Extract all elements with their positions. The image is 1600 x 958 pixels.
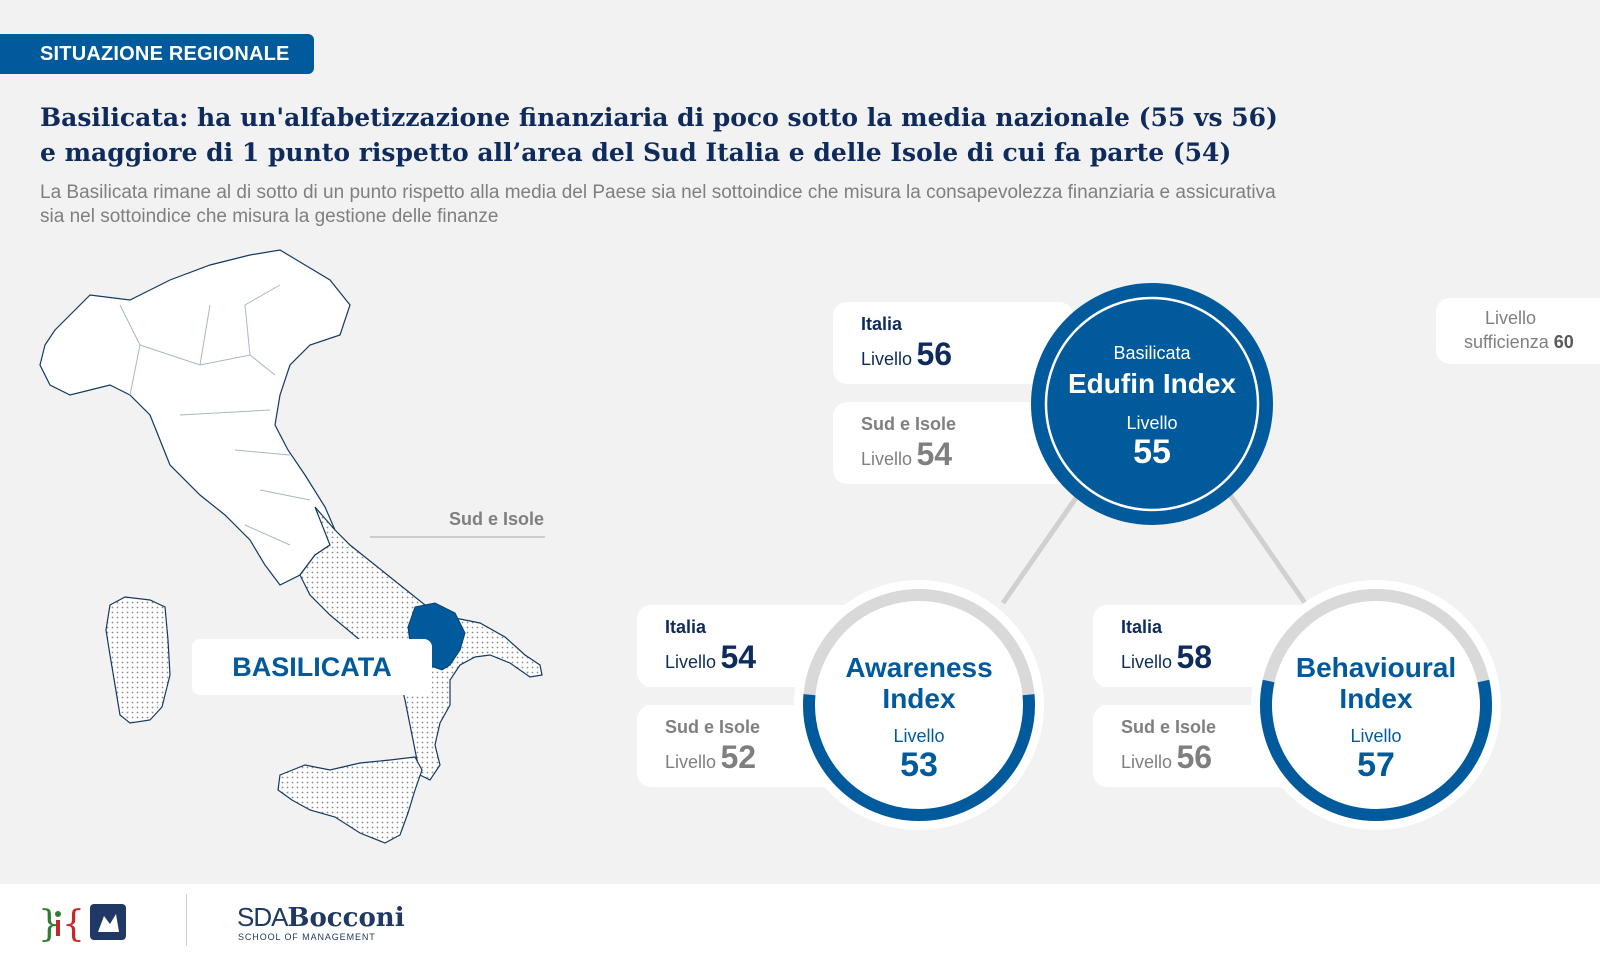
awareness-value: 53 xyxy=(900,746,938,784)
page-title-line1: Basilicata: ha un'alfabetizzazione finan… xyxy=(40,103,1278,132)
behavioural-sud-label: Sud e Isole xyxy=(1121,717,1217,737)
bocconi-logo-text: Bocconi xyxy=(287,903,405,933)
awareness-name-line1: Awareness xyxy=(845,652,993,683)
edufin-sud-level: Livello 54 xyxy=(861,436,952,473)
awareness-sud-value: 52 xyxy=(720,739,757,775)
behavioural-level-label: Livello xyxy=(1350,726,1402,746)
connector-edufin-behavioural xyxy=(1227,493,1308,605)
region-borders xyxy=(119,284,311,546)
behavioural-name-line1: Behavioural xyxy=(1295,652,1457,683)
edufin-sud-level-label: Livello xyxy=(861,449,913,469)
awareness-gauge xyxy=(794,580,1044,830)
awareness-gauge-fill xyxy=(803,694,1035,821)
behavioural-italia-value: 58 xyxy=(1176,639,1213,675)
behavioural-value: 57 xyxy=(1357,746,1395,784)
edufin-circle-inner-ring xyxy=(1044,296,1260,512)
awareness-italia-value: 54 xyxy=(720,639,757,675)
page-title: Basilicata: ha un'alfabetizzazione finan… xyxy=(40,100,1540,170)
threshold-label-line1: Livello xyxy=(1484,308,1536,328)
awareness-name: Awareness Index xyxy=(794,652,1044,714)
region-label-box: BASILICATA xyxy=(192,639,432,695)
page-title-line2: e maggiore di 1 punto rispetto all’area … xyxy=(40,138,1232,167)
edufin-sud-value: 54 xyxy=(916,436,953,472)
page-subtitle-line2: sia nel sottoindice che misura la gestio… xyxy=(40,206,499,227)
edufin-region: Basilicata xyxy=(1113,343,1191,363)
awareness-italia-level: Livello 54 xyxy=(665,639,756,676)
awareness-level-label: Livello xyxy=(893,726,945,746)
edufin-italia-card: Italia Livello 56 xyxy=(833,302,1073,384)
awareness-sud-level: Livello 52 xyxy=(665,739,756,776)
svg-text:{: { xyxy=(62,904,85,945)
sicily-shape xyxy=(277,756,423,844)
threshold-line2: sufficienza 60 xyxy=(1436,332,1596,353)
edufin-level-label: Livello xyxy=(1126,413,1178,433)
edufin-value: 55 xyxy=(1133,433,1171,471)
behavioural-italia-level-label: Livello xyxy=(1121,652,1173,672)
threshold-label-line2: sufficienza xyxy=(1464,332,1549,352)
behavioural-name: Behavioural Index xyxy=(1251,652,1501,714)
awareness-gauge-bg xyxy=(794,580,1044,830)
edufin-logo-icon: } { xyxy=(38,904,85,945)
behavioural-name-line2: Index xyxy=(1339,683,1413,714)
behavioural-gauge xyxy=(1251,580,1501,830)
footer: } { SDABocconi SCHOOL OF MANAGEMENT xyxy=(0,884,1600,958)
edufin-italia-label: Italia xyxy=(861,314,903,334)
map-area-label: Sud e Isole xyxy=(449,509,545,529)
behavioural-sud-value: 56 xyxy=(1176,739,1213,775)
behavioural-gauge-bg xyxy=(1251,580,1501,830)
edufin-italia-level-label: Livello xyxy=(861,349,913,369)
page-subtitle-line1: La Basilicata rimane al di sotto di un p… xyxy=(40,182,1276,203)
awareness-italia-label: Italia xyxy=(665,617,707,637)
awareness-name-line2: Index xyxy=(882,683,956,714)
connector-edufin-awareness xyxy=(1000,493,1081,605)
sda-logo-text: SDA xyxy=(237,902,288,932)
threshold-box: Livello sufficienza 60 xyxy=(1436,298,1600,364)
page-subtitle: La Basilicata rimane al di sotto di un p… xyxy=(40,181,1560,229)
sardinia-shape xyxy=(105,596,171,724)
edufin-circle-fill xyxy=(1031,283,1273,525)
behavioural-sud-level: Livello 56 xyxy=(1121,739,1212,776)
sda-logo-subtext: SCHOOL OF MANAGEMENT xyxy=(238,932,376,942)
awareness-italia-level-label: Livello xyxy=(665,652,717,672)
mefop-logo-icon xyxy=(90,904,126,940)
behavioural-sud-level-label: Livello xyxy=(1121,752,1173,772)
behavioural-italia-level: Livello 58 xyxy=(1121,639,1212,676)
sda-bocconi-logo: SDABocconi xyxy=(237,904,405,931)
behavioural-gauge-fill xyxy=(1260,679,1492,821)
edufin-italia-value: 56 xyxy=(916,336,953,372)
edufin-circle xyxy=(1031,283,1273,525)
footer-divider xyxy=(186,894,187,946)
behavioural-italia-label: Italia xyxy=(1121,617,1163,637)
edufin-name: Edufin Index xyxy=(1068,368,1236,399)
edufin-sud-label: Sud e Isole xyxy=(861,414,957,434)
awareness-sud-label: Sud e Isole xyxy=(665,717,761,737)
threshold-value: 60 xyxy=(1553,332,1574,352)
edufin-italia-level: Livello 56 xyxy=(861,336,952,373)
section-tag: SITUAZIONE REGIONALE xyxy=(0,34,314,74)
region-label: BASILICATA xyxy=(232,652,392,682)
awareness-sud-level-label: Livello xyxy=(665,752,717,772)
